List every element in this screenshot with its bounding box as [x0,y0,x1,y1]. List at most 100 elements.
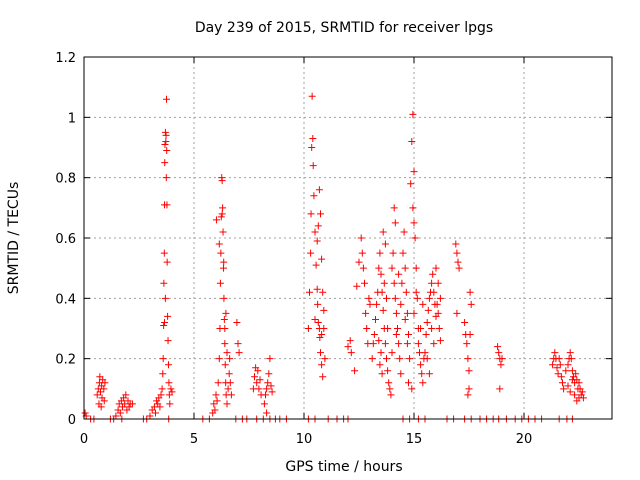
data-point [385,379,393,387]
data-point [219,204,227,212]
data-point [466,331,474,339]
data-point [383,294,390,302]
data-point [387,391,395,399]
data-point [220,258,228,266]
data-point [395,270,403,278]
data-point [436,294,444,302]
data-point [213,397,221,405]
data-point [410,168,418,176]
data-point [412,264,420,272]
data-point [161,318,169,326]
data-point [125,403,133,411]
x-tick-label: 15 [406,432,423,447]
data-point [566,349,574,357]
data-point [578,388,586,396]
data-point [146,412,154,420]
data-point [384,367,392,375]
data-point [435,325,443,332]
data-point [554,370,562,378]
data-point [428,325,436,332]
data-point [226,355,234,363]
data-point [575,394,583,402]
data-point [388,349,396,357]
data-point [163,95,170,103]
data-point [399,249,407,257]
data-point [212,391,220,399]
ticks-layer: 0 0.2 0.4 0.6 0.8 1 1.2 0 5 10 15 20 [55,51,612,447]
data-point [234,340,242,348]
data-point [564,361,572,369]
data-point [268,388,276,396]
data-point [430,340,438,348]
data-point [263,385,271,393]
data-point [395,340,403,348]
data-point [314,222,322,230]
data-point [217,213,225,221]
data-point [559,379,566,387]
data-point [424,306,432,314]
data-point [386,385,394,393]
data-point [319,288,327,296]
data-point [429,270,437,278]
data-point [383,355,390,363]
data-point [419,379,427,387]
data-point [116,409,124,417]
data-point [464,355,472,363]
data-point [452,240,460,248]
data-point [408,385,416,393]
data-point [428,279,436,287]
data-point [253,379,261,387]
data-point [390,279,398,287]
data-point [314,300,322,308]
data-point [266,355,274,363]
data-point [409,110,417,118]
data-point [363,325,371,332]
data-point [571,391,579,399]
data-point [165,379,173,387]
data-point [409,204,417,212]
data-point [377,270,385,278]
data-point [311,228,319,236]
data-point [366,300,374,308]
data-point [411,234,419,242]
data-point [225,370,233,378]
data-point [254,367,262,375]
data-point [430,288,438,296]
data-point [262,391,269,399]
data-point [220,294,228,302]
data-point [128,400,136,408]
plot-frame [83,56,613,420]
data-point [408,137,416,145]
data-point [157,391,165,399]
data-point [419,300,427,308]
data-point [551,349,559,357]
data-point [255,385,263,393]
data-point [401,264,409,272]
data-point [425,294,433,302]
data-point [159,355,167,363]
data-point [560,385,568,393]
data-point [313,237,321,245]
data-point [320,325,328,332]
data-point [310,192,318,200]
y-axis-title: SRMTID / TECUs [6,182,22,295]
data-point [159,370,167,378]
data-point [453,249,461,257]
data-point [220,315,228,323]
data-point [313,285,321,293]
data-point [212,216,220,224]
data-point [221,340,229,348]
data-point [306,288,313,296]
data-point [226,379,234,387]
data-point [168,388,176,396]
data-point [405,331,412,339]
data-point [221,325,229,332]
data-point [405,379,412,387]
data-point [112,412,120,420]
data-point [391,219,399,227]
data-point [163,147,171,155]
data-point [394,325,401,332]
data-point [235,349,243,357]
data-point [464,391,472,399]
